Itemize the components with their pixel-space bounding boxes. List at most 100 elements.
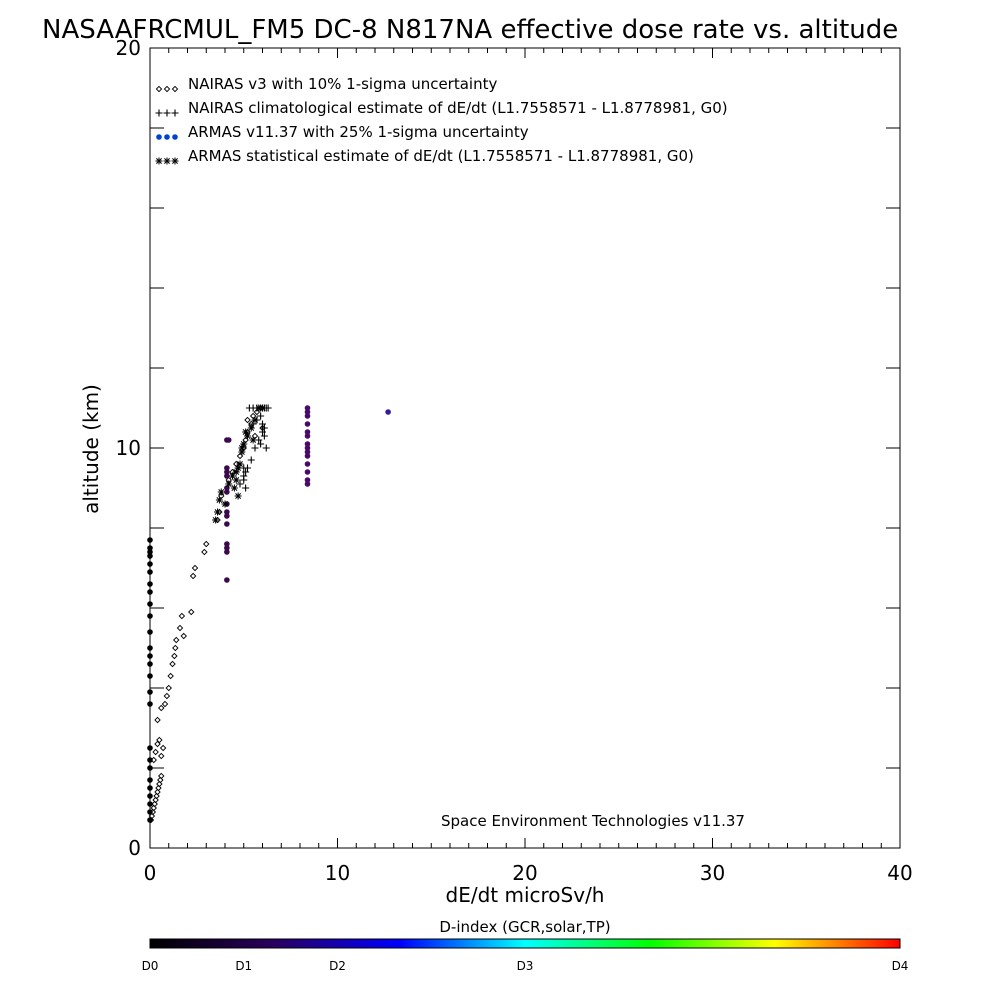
data-point [224, 521, 230, 527]
data-point [201, 548, 208, 556]
data-point [152, 748, 159, 756]
data-point [171, 652, 178, 660]
data-point [147, 653, 153, 659]
legend-marker [163, 85, 171, 93]
x-axis: 0 10 20 30 40 [144, 48, 913, 885]
data-point [247, 424, 255, 432]
data-point [240, 440, 248, 448]
data-point [304, 445, 311, 451]
data-point [304, 409, 311, 415]
series-3 [147, 405, 391, 823]
data-point [238, 448, 246, 456]
data-point [229, 472, 236, 480]
legend-marker [155, 109, 163, 117]
y-tick-label: 0 [128, 836, 141, 860]
data-point [151, 800, 158, 808]
data-point [304, 433, 311, 439]
data-point [224, 509, 230, 515]
colorbar-ticks: D0 D1 D2 D3 D4 [142, 959, 909, 973]
data-point [244, 416, 251, 424]
legend-marker [156, 134, 162, 140]
data-point [147, 757, 153, 763]
legend-entry: ARMAS v11.37 with 25% 1-sigma uncertaint… [188, 123, 529, 141]
data-point [304, 477, 311, 483]
data-point [203, 540, 210, 548]
legend-entry: NAIRAS climatological estimate of dE/dt … [188, 99, 728, 117]
data-point [224, 541, 230, 547]
data-point [304, 469, 311, 475]
data-point [147, 785, 153, 791]
colorbar-label: D-index (GCR,solar,TP) [439, 918, 610, 936]
data-point [147, 801, 153, 807]
data-point [155, 784, 162, 792]
data-point [147, 809, 153, 815]
data-point [153, 792, 160, 800]
colorbar-tick-label: D4 [892, 959, 909, 973]
data-point [224, 473, 230, 479]
data-point [224, 577, 230, 583]
data-point [188, 608, 195, 616]
credit-text: Space Environment Technologies v11.37 [441, 812, 745, 830]
data-point [147, 613, 153, 619]
data-point [304, 481, 311, 487]
legend-marker [171, 109, 179, 117]
x-axis-label: dE/dt microSv/h [446, 883, 605, 907]
data-point [259, 420, 266, 428]
data-point [249, 436, 257, 444]
data-point [238, 444, 246, 452]
data-point [172, 644, 179, 652]
data-point [221, 500, 229, 508]
legend: NAIRAS v3 with 10% 1-sigma uncertainty NA… [155, 75, 728, 165]
series-4 [212, 404, 266, 524]
data-point [147, 629, 153, 635]
data-point [217, 488, 225, 496]
x-tick-label: 10 [325, 861, 350, 885]
data-point [304, 453, 311, 459]
data-point [242, 484, 250, 492]
data-point [262, 444, 270, 452]
data-point [158, 772, 165, 780]
data-points [147, 404, 391, 824]
data-point [225, 437, 232, 443]
data-point [147, 589, 153, 595]
data-point [147, 537, 153, 543]
data-point [147, 553, 153, 559]
data-point [244, 432, 251, 440]
data-point [150, 804, 157, 812]
x-tick-label: 20 [512, 861, 537, 885]
data-point [156, 736, 163, 744]
colorbar-tick-label: D2 [329, 959, 346, 973]
data-point [152, 796, 159, 804]
colorbar-tick-label: D3 [517, 959, 534, 973]
data-point [180, 632, 187, 640]
data-point [147, 793, 153, 799]
data-point [247, 456, 255, 464]
legend-marker [172, 134, 178, 140]
data-point [259, 404, 266, 412]
data-point [191, 564, 199, 572]
data-point [224, 513, 230, 519]
data-point [158, 752, 165, 760]
data-point [176, 624, 184, 632]
data-point [147, 581, 153, 587]
data-point [257, 412, 265, 420]
data-point [157, 776, 164, 784]
data-point [232, 476, 240, 484]
data-point [304, 421, 311, 427]
data-point [178, 612, 186, 620]
data-point [304, 405, 311, 411]
data-point [232, 468, 240, 476]
data-point [147, 745, 153, 751]
legend-marker [164, 134, 170, 140]
data-point [251, 416, 259, 424]
legend-marker [163, 157, 171, 165]
data-point [167, 672, 174, 680]
data-point [147, 817, 153, 823]
data-point [234, 492, 242, 500]
data-point [260, 424, 268, 432]
data-point [147, 661, 153, 667]
data-point [385, 409, 391, 415]
data-point [260, 432, 268, 440]
data-point [230, 484, 238, 492]
